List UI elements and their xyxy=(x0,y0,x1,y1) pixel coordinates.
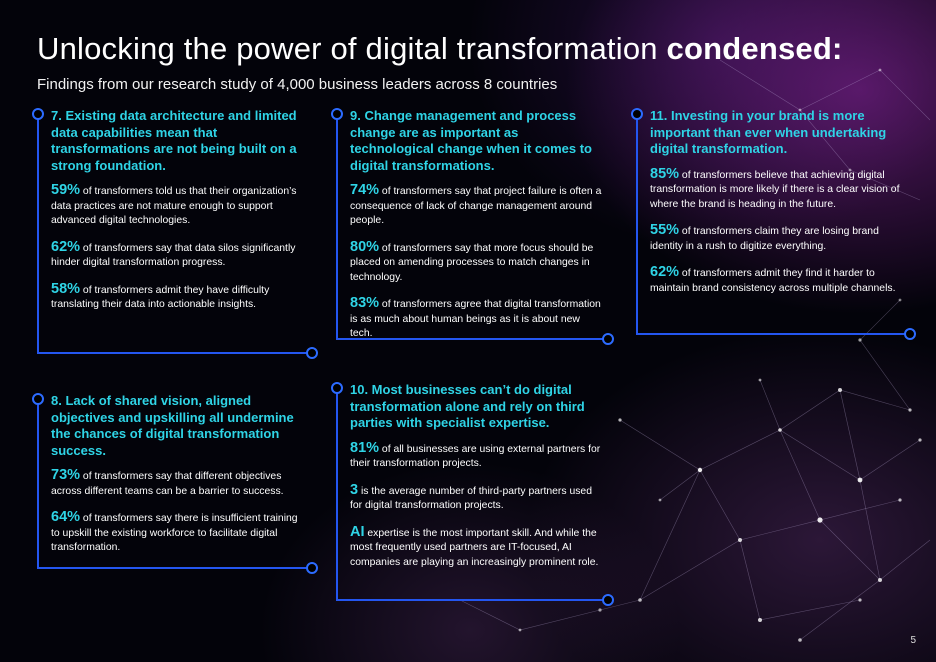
stat-value: 73% xyxy=(51,467,81,483)
section-9-heading: 9. Change management and process change … xyxy=(350,108,592,173)
stat-value: 3 xyxy=(350,481,359,498)
stat-value: 74% xyxy=(350,182,380,198)
section-frame xyxy=(636,115,910,335)
connector-dot-icon xyxy=(602,333,614,345)
connector-dot-icon xyxy=(631,108,643,120)
stat-item: 85% of transformers believe that achievi… xyxy=(650,165,906,213)
page-title: Unlocking the power of digital transform… xyxy=(37,31,843,67)
section-8-heading: 8. Lack of shared vision, aligned object… xyxy=(51,393,294,458)
section-frame xyxy=(336,389,608,601)
page-subtitle: Findings from our research study of 4,00… xyxy=(37,76,558,93)
stat-item: 81% of all businesses are using external… xyxy=(350,439,604,472)
connector-dot-icon xyxy=(306,347,318,359)
stat-item: 55% of transformers claim they are losin… xyxy=(650,223,906,254)
stat-text: of transformers claim they are losing br… xyxy=(650,226,879,252)
stat-item: 62% of transformers say that data silos … xyxy=(51,238,308,271)
stat-value: 62% xyxy=(650,264,680,280)
stat-item: 58% of transformers admit they have diff… xyxy=(51,280,308,313)
section-frame xyxy=(37,400,312,569)
section-11-card: 11. Investing in your brand is more impo… xyxy=(631,108,916,340)
title-text: Unlocking the power of digital transform… xyxy=(37,31,658,66)
connector-dot-icon xyxy=(306,562,318,574)
stat-text: of transformers say that data silos sign… xyxy=(51,242,296,269)
stat-item: 62% of transformers admit they find it h… xyxy=(650,265,906,296)
stat-value: 80% xyxy=(350,238,380,255)
stat-item: 64% of transformers say there is insuffi… xyxy=(51,510,308,556)
stat-value: 83% xyxy=(350,295,380,311)
stat-text: of transformers say there is insufficien… xyxy=(51,513,298,553)
stat-item: 83% of transformers agree that digital t… xyxy=(350,296,604,342)
stat-text: of transformers say that project failure… xyxy=(350,186,602,226)
section-7-card: 7. Existing data architecture and limite… xyxy=(32,108,318,359)
stat-text: of transformers say that more focus shou… xyxy=(350,242,594,283)
stat-text: of transformers admit they find it harde… xyxy=(650,268,896,294)
section-frame xyxy=(37,115,312,354)
stat-text: of transformers agree that digital trans… xyxy=(350,299,601,339)
stat-text: is the average number of third-party par… xyxy=(350,485,592,512)
stat-text: of transformers told us that their organ… xyxy=(51,186,297,226)
section-10-heading: 10. Most businesses can’t do digital tra… xyxy=(350,382,585,430)
connector-dot-icon xyxy=(904,328,916,340)
stat-value: 59% xyxy=(51,182,81,198)
connector-dot-icon xyxy=(331,108,343,120)
section-8-card: 8. Lack of shared vision, aligned object… xyxy=(32,393,318,574)
stat-value: 64% xyxy=(51,509,81,525)
connector-dot-icon xyxy=(32,108,44,120)
section-10-card: 10. Most businesses can’t do digital tra… xyxy=(331,382,614,606)
stat-text: of transformers say that different objec… xyxy=(51,471,284,497)
stat-value: AI xyxy=(350,523,365,540)
section-frame xyxy=(336,115,608,340)
stat-value: 85% xyxy=(650,165,680,182)
stat-text: of transformers admit they have difficul… xyxy=(51,284,270,311)
section-11-heading: 11. Investing in your brand is more impo… xyxy=(650,108,887,156)
connector-dot-icon xyxy=(331,382,343,394)
stat-item: 59% of transformers told us that their o… xyxy=(51,183,308,229)
section-9-card: 9. Change management and process change … xyxy=(331,108,614,345)
title-emphasis: condensed: xyxy=(666,31,843,66)
stat-text: of all businesses are using external par… xyxy=(350,443,601,470)
stat-item: 73% of transformers say that different o… xyxy=(51,468,308,499)
stat-text: expertise is the most important skill. A… xyxy=(350,527,599,568)
stat-value: 81% xyxy=(350,439,380,456)
stat-text: of transformers believe that achieving d… xyxy=(650,169,900,210)
stat-value: 62% xyxy=(51,238,81,255)
connector-dot-icon xyxy=(32,393,44,405)
stat-value: 58% xyxy=(51,280,81,297)
stat-item: 80% of transformers say that more focus … xyxy=(350,238,604,286)
section-7-heading: 7. Existing data architecture and limite… xyxy=(51,108,297,173)
stat-item: AI expertise is the most important skill… xyxy=(350,523,604,571)
stat-value: 55% xyxy=(650,222,680,238)
stat-item: 74% of transformers say that project fai… xyxy=(350,183,604,229)
connector-dot-icon xyxy=(602,594,614,606)
stat-item: 3 is the average number of third-party p… xyxy=(350,481,604,514)
page-number: 5 xyxy=(910,635,916,646)
